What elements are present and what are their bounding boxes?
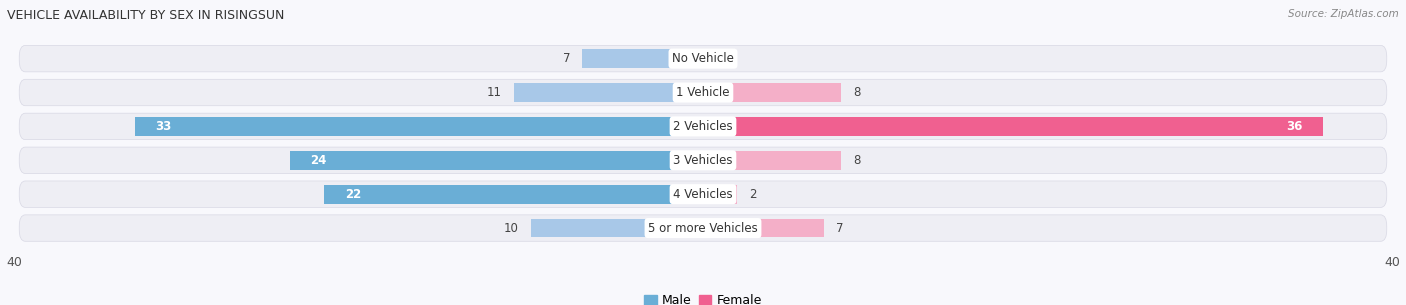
Bar (703, 151, 841, 170)
Text: 7: 7 (562, 52, 571, 65)
FancyBboxPatch shape (20, 79, 1386, 106)
FancyBboxPatch shape (20, 181, 1386, 207)
Legend: Male, Female: Male, Female (640, 289, 766, 305)
Text: 5 or more Vehicles: 5 or more Vehicles (648, 221, 758, 235)
FancyBboxPatch shape (20, 113, 1386, 140)
Bar (290, 151, 703, 170)
FancyBboxPatch shape (20, 215, 1386, 241)
Text: 11: 11 (486, 86, 502, 99)
Text: 7: 7 (835, 221, 844, 235)
FancyBboxPatch shape (20, 147, 1386, 174)
Bar (323, 185, 703, 203)
Text: 33: 33 (155, 120, 172, 133)
Text: 24: 24 (311, 154, 326, 167)
Text: 8: 8 (853, 154, 860, 167)
Text: 36: 36 (1286, 120, 1302, 133)
Bar (135, 117, 703, 136)
Bar (582, 49, 703, 68)
Text: No Vehicle: No Vehicle (672, 52, 734, 65)
Text: 8: 8 (853, 86, 860, 99)
Text: Source: ZipAtlas.com: Source: ZipAtlas.com (1288, 9, 1399, 19)
Bar (703, 83, 841, 102)
Text: VEHICLE AVAILABILITY BY SEX IN RISINGSUN: VEHICLE AVAILABILITY BY SEX IN RISINGSUN (7, 9, 284, 22)
Text: 10: 10 (503, 221, 519, 235)
Bar (531, 219, 703, 237)
Bar (703, 117, 1323, 136)
Text: 2 Vehicles: 2 Vehicles (673, 120, 733, 133)
Text: 1 Vehicle: 1 Vehicle (676, 86, 730, 99)
FancyBboxPatch shape (20, 45, 1386, 72)
Text: 4 Vehicles: 4 Vehicles (673, 188, 733, 201)
Bar (513, 83, 703, 102)
Text: 22: 22 (344, 188, 361, 201)
Text: 3 Vehicles: 3 Vehicles (673, 154, 733, 167)
Bar (703, 219, 824, 237)
Text: 2: 2 (749, 188, 756, 201)
Bar (703, 185, 738, 203)
Text: 0: 0 (716, 52, 723, 65)
